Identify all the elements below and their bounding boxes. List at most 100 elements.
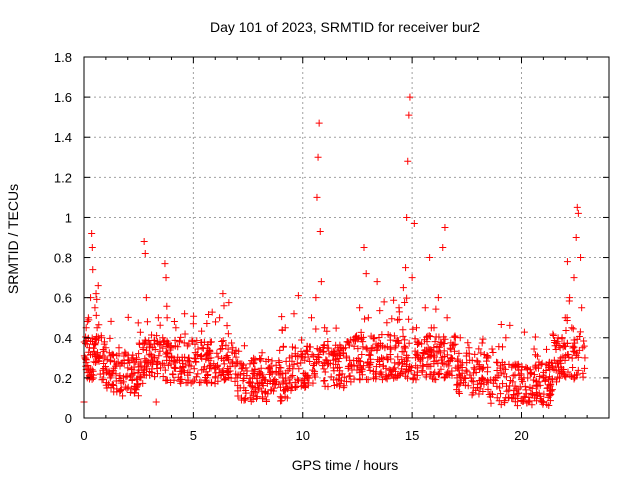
data-point bbox=[479, 335, 487, 343]
data-point bbox=[191, 340, 199, 348]
data-point bbox=[570, 343, 578, 351]
data-point bbox=[435, 370, 443, 378]
data-point bbox=[440, 333, 448, 341]
data-point bbox=[271, 375, 279, 383]
data-point bbox=[408, 274, 416, 282]
data-point bbox=[114, 358, 122, 366]
data-point bbox=[507, 377, 515, 385]
data-point bbox=[275, 357, 283, 365]
data-point bbox=[436, 349, 444, 357]
data-point bbox=[484, 385, 492, 393]
data-point bbox=[455, 366, 463, 374]
data-point bbox=[399, 332, 407, 340]
data-point bbox=[263, 398, 271, 406]
data-point bbox=[440, 340, 448, 348]
data-point bbox=[211, 380, 219, 388]
data-point bbox=[432, 305, 440, 313]
data-point bbox=[179, 362, 187, 370]
data-point bbox=[543, 400, 551, 408]
data-point bbox=[286, 365, 294, 373]
data-point bbox=[113, 385, 121, 393]
data-point bbox=[159, 373, 167, 381]
data-point bbox=[559, 370, 567, 378]
data-point bbox=[391, 344, 399, 352]
data-point bbox=[479, 364, 487, 372]
y-tick-label: 0.6 bbox=[54, 291, 72, 306]
data-point bbox=[190, 365, 198, 373]
data-point bbox=[308, 351, 316, 359]
data-point bbox=[108, 350, 116, 358]
axis-ticks bbox=[83, 56, 609, 419]
data-point bbox=[292, 383, 300, 391]
data-point bbox=[399, 284, 407, 292]
data-point bbox=[130, 369, 138, 377]
data-point bbox=[252, 394, 260, 402]
data-point bbox=[321, 324, 329, 332]
data-point bbox=[140, 238, 148, 246]
data-point bbox=[321, 377, 329, 385]
data-point bbox=[340, 373, 348, 381]
data-point bbox=[405, 315, 413, 323]
data-point bbox=[100, 365, 108, 373]
data-point bbox=[423, 361, 431, 369]
data-point bbox=[497, 321, 505, 329]
data-point bbox=[276, 346, 284, 354]
data-point bbox=[148, 331, 156, 339]
data-point bbox=[505, 393, 513, 401]
data-point bbox=[340, 384, 348, 392]
data-point bbox=[203, 379, 211, 387]
data-point bbox=[262, 388, 270, 396]
data-point bbox=[170, 318, 178, 326]
data-point bbox=[216, 345, 224, 353]
data-point bbox=[484, 353, 492, 361]
data-point bbox=[154, 339, 162, 347]
data-point bbox=[192, 373, 200, 381]
data-point bbox=[286, 379, 294, 387]
data-point bbox=[270, 384, 278, 392]
data-point bbox=[561, 356, 569, 364]
data-point bbox=[94, 333, 102, 341]
data-point bbox=[123, 385, 131, 393]
data-point bbox=[176, 375, 184, 383]
data-point bbox=[574, 366, 582, 374]
data-point bbox=[237, 396, 245, 404]
data-point bbox=[536, 392, 544, 400]
data-point bbox=[82, 362, 90, 370]
data-point bbox=[513, 363, 521, 371]
data-point bbox=[394, 353, 402, 361]
data-point bbox=[552, 345, 560, 353]
data-point bbox=[376, 370, 384, 378]
data-point bbox=[362, 344, 370, 352]
data-point bbox=[275, 380, 283, 388]
data-point bbox=[330, 367, 338, 375]
data-point bbox=[520, 392, 528, 400]
data-point bbox=[266, 377, 274, 385]
data-point bbox=[320, 341, 328, 349]
data-point bbox=[497, 390, 505, 398]
data-point bbox=[181, 330, 189, 338]
data-point bbox=[363, 375, 371, 383]
data-point bbox=[530, 345, 538, 353]
x-tick-labels: 0 5 10 15 20 bbox=[80, 428, 528, 443]
data-point bbox=[392, 342, 400, 350]
data-point bbox=[527, 389, 535, 397]
x-axis-title: GPS time / hours bbox=[292, 457, 399, 473]
data-point bbox=[151, 373, 159, 381]
data-point bbox=[455, 388, 463, 396]
data-point bbox=[411, 335, 419, 343]
data-point bbox=[356, 376, 364, 384]
data-point bbox=[581, 364, 589, 372]
data-point bbox=[116, 387, 124, 395]
data-point bbox=[278, 313, 286, 321]
data-point bbox=[290, 360, 298, 368]
data-point bbox=[227, 374, 235, 382]
data-point bbox=[491, 377, 499, 385]
data-point bbox=[523, 399, 531, 407]
data-point bbox=[158, 359, 166, 367]
data-point bbox=[564, 350, 572, 358]
data-point bbox=[342, 377, 350, 385]
data-point bbox=[135, 339, 143, 347]
data-point bbox=[110, 388, 118, 396]
data-point bbox=[136, 372, 144, 380]
data-point bbox=[545, 376, 553, 384]
